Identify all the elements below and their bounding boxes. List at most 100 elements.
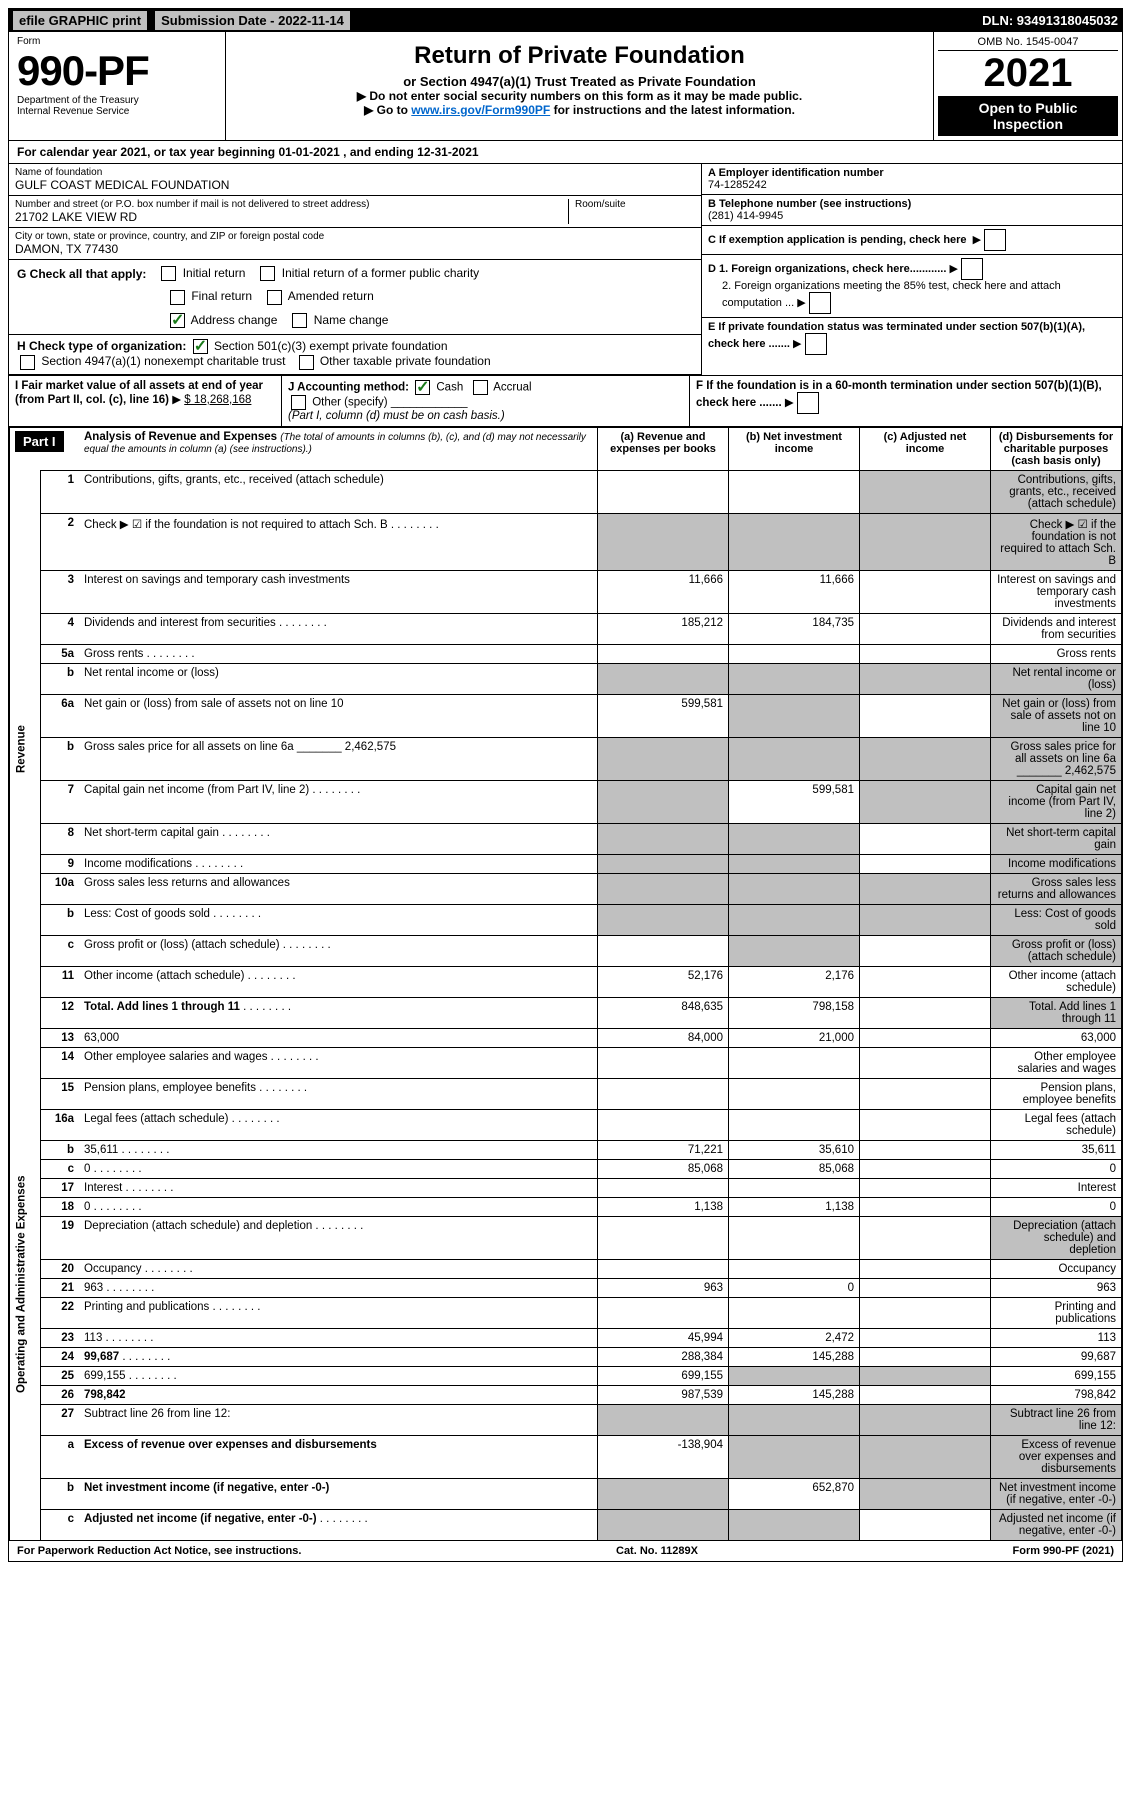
- cb-foreign-85[interactable]: [809, 292, 831, 314]
- value-cell-b: 798,158: [729, 997, 860, 1028]
- cb-amended[interactable]: [267, 290, 282, 305]
- row-description: Pension plans, employee benefits: [79, 1078, 598, 1109]
- row-number: 3: [41, 570, 80, 613]
- value-cell-c: [860, 694, 991, 737]
- row-number: 17: [41, 1178, 80, 1197]
- city-value: DAMON, TX 77430: [15, 242, 695, 256]
- row-number: 2: [41, 513, 80, 570]
- table-row: 27Subtract line 26 from line 12:Subtract…: [10, 1404, 1122, 1435]
- cat-no: Cat. No. 11289X: [616, 1545, 698, 1557]
- submission-date: Submission Date - 2022-11-14: [155, 11, 350, 30]
- c-label: C If exemption application is pending, c…: [708, 234, 967, 246]
- part1-badge: Part I: [15, 431, 64, 452]
- table-row: 12Total. Add lines 1 through 11848,63579…: [10, 997, 1122, 1028]
- value-cell-d: Income modifications: [991, 854, 1122, 873]
- cb-address-change[interactable]: [170, 313, 185, 328]
- cb-status-terminated[interactable]: [805, 333, 827, 355]
- value-cell-c: [860, 737, 991, 780]
- top-bar: efile GRAPHIC print Submission Date - 20…: [9, 9, 1122, 32]
- cb-name-change[interactable]: [292, 313, 307, 328]
- form-container: efile GRAPHIC print Submission Date - 20…: [8, 8, 1123, 1562]
- value-cell-d: Contributions, gifts, grants, etc., rece…: [991, 470, 1122, 513]
- cb-final-return[interactable]: [170, 290, 185, 305]
- cb-foreign-org[interactable]: [961, 258, 983, 280]
- value-cell-b: 2,176: [729, 966, 860, 997]
- row-number: 22: [41, 1297, 80, 1328]
- value-cell-c: [860, 935, 991, 966]
- value-cell-b: [729, 1509, 860, 1540]
- value-cell-d: Other employee salaries and wages: [991, 1047, 1122, 1078]
- col-d-header: (d) Disbursements for charitable purpose…: [991, 427, 1122, 470]
- value-cell-c: [860, 1328, 991, 1347]
- value-cell-d: Adjusted net income (if negative, enter …: [991, 1509, 1122, 1540]
- opt-initial-former: Initial return of a former public charit…: [282, 266, 479, 280]
- value-cell-c: [860, 1509, 991, 1540]
- goto-post: for instructions and the latest informat…: [550, 103, 795, 117]
- cb-exemption-pending[interactable]: [984, 229, 1006, 251]
- value-cell-a: [598, 1109, 729, 1140]
- dept-treasury: Department of the Treasury: [17, 95, 217, 106]
- value-cell-d: Gross sales price for all assets on line…: [991, 737, 1122, 780]
- value-cell-d: Occupancy: [991, 1259, 1122, 1278]
- value-cell-a: [598, 780, 729, 823]
- name-label: Name of foundation: [15, 167, 695, 178]
- cb-other-tax[interactable]: [299, 355, 314, 370]
- form-subtitle: or Section 4947(a)(1) Trust Treated as P…: [232, 74, 927, 89]
- row-number: 10a: [41, 873, 80, 904]
- cb-initial-former[interactable]: [260, 266, 275, 281]
- calendar-year-line: For calendar year 2021, or tax year begi…: [9, 141, 1122, 164]
- row-description: Gross sales price for all assets on line…: [79, 737, 598, 780]
- cb-accrual[interactable]: [473, 380, 488, 395]
- value-cell-a: [598, 644, 729, 663]
- row-number: 18: [41, 1197, 80, 1216]
- f-label: F If the foundation is in a 60-month ter…: [696, 380, 1102, 409]
- cb-other-method[interactable]: [291, 395, 306, 410]
- form-label: Form: [17, 36, 217, 47]
- row-number: 16a: [41, 1109, 80, 1140]
- value-cell-a: 85,068: [598, 1159, 729, 1178]
- open-inspection: Open to Public Inspection: [938, 96, 1118, 136]
- row-description: Net investment income (if negative, ente…: [79, 1478, 598, 1509]
- cb-initial-return[interactable]: [161, 266, 176, 281]
- value-cell-b: 21,000: [729, 1028, 860, 1047]
- cb-cash[interactable]: [415, 380, 430, 395]
- omb-number: OMB No. 1545-0047: [938, 36, 1118, 51]
- value-cell-c: [860, 966, 991, 997]
- value-cell-a: [598, 1478, 729, 1509]
- phone-value: (281) 414-9945: [708, 210, 1116, 222]
- value-cell-d: Interest: [991, 1178, 1122, 1197]
- value-cell-d: 63,000: [991, 1028, 1122, 1047]
- cb-4947[interactable]: [20, 355, 35, 370]
- value-cell-b: [729, 823, 860, 854]
- expenses-side-label: Operating and Administrative Expenses: [10, 1028, 41, 1540]
- table-row: Operating and Administrative Expenses136…: [10, 1028, 1122, 1047]
- row-description: Adjusted net income (if negative, enter …: [79, 1509, 598, 1540]
- cb-60month[interactable]: [797, 392, 819, 414]
- value-cell-c: [860, 613, 991, 644]
- row-description: 35,611: [79, 1140, 598, 1159]
- row-description: 699,155: [79, 1366, 598, 1385]
- row-number: 1: [41, 470, 80, 513]
- tax-year: 2021: [938, 51, 1118, 96]
- value-cell-c: [860, 1297, 991, 1328]
- efile-badge[interactable]: efile GRAPHIC print: [13, 11, 147, 30]
- opt-initial: Initial return: [183, 266, 246, 280]
- value-cell-d: Legal fees (attach schedule): [991, 1109, 1122, 1140]
- row-description: 99,687: [79, 1347, 598, 1366]
- value-cell-a: [598, 935, 729, 966]
- value-cell-a: [598, 663, 729, 694]
- row-description: Other employee salaries and wages: [79, 1047, 598, 1078]
- row-number: 24: [41, 1347, 80, 1366]
- row-number: 27: [41, 1404, 80, 1435]
- value-cell-b: [729, 663, 860, 694]
- irs-link[interactable]: www.irs.gov/Form990PF: [411, 103, 550, 117]
- value-cell-d: Dividends and interest from securities: [991, 613, 1122, 644]
- value-cell-c: [860, 823, 991, 854]
- row-number: c: [41, 1509, 80, 1540]
- cb-501c3[interactable]: [193, 339, 208, 354]
- row-number: 19: [41, 1216, 80, 1259]
- col-c-header: (c) Adjusted net income: [860, 427, 991, 470]
- value-cell-a: [598, 1178, 729, 1197]
- section-h: H Check type of organization: Section 50…: [9, 335, 701, 375]
- table-row: 6aNet gain or (loss) from sale of assets…: [10, 694, 1122, 737]
